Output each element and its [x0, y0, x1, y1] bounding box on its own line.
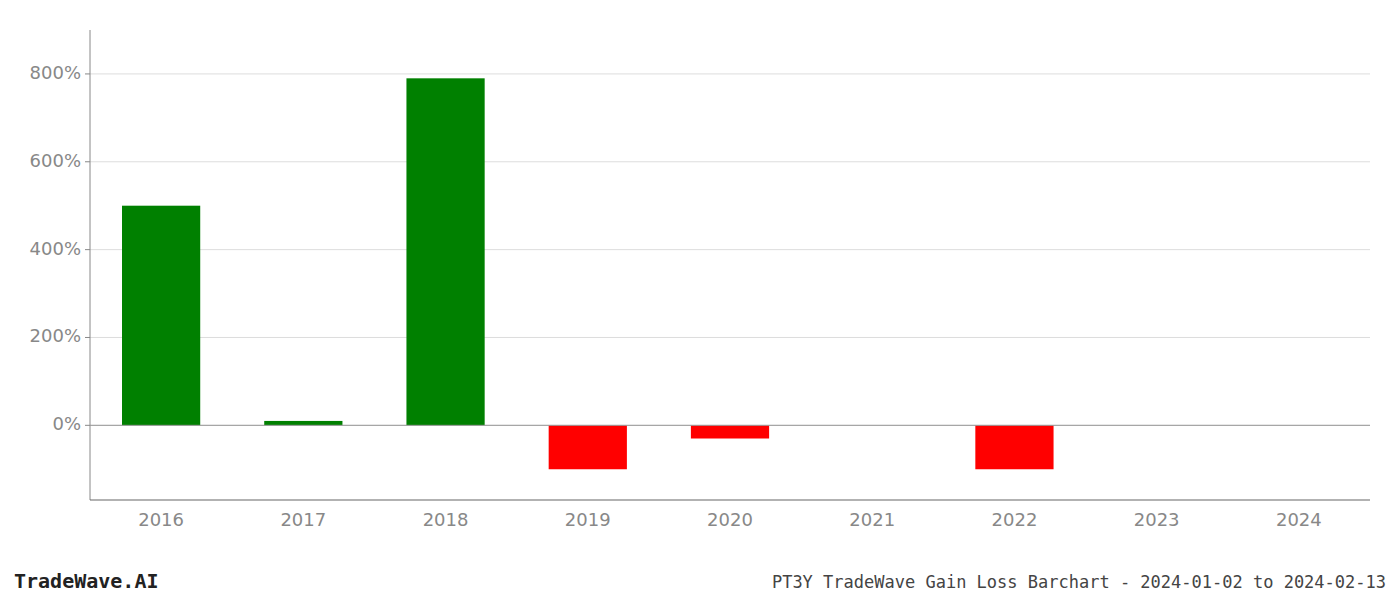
x-tick-label: 2023: [1134, 509, 1180, 530]
y-tick: [85, 425, 90, 426]
bar: [975, 425, 1053, 469]
x-tick-label: 2019: [565, 509, 611, 530]
footer-left: TradeWave.AI: [14, 569, 159, 593]
y-tick-label: 400%: [30, 238, 81, 259]
y-tick-label: 600%: [30, 150, 81, 171]
chart: 0%200%400%600%800%2016201720182019202020…: [0, 0, 1400, 600]
x-tick-label: 2016: [138, 509, 184, 530]
y-tick-label: 200%: [30, 325, 81, 346]
zero-line: [90, 425, 1370, 426]
y-tick-label: 800%: [30, 62, 81, 83]
y-axis-line: [90, 30, 91, 500]
bar: [549, 425, 627, 469]
footer-right: PT3Y TradeWave Gain Loss Barchart - 2024…: [772, 572, 1386, 592]
x-tick-label: 2021: [849, 509, 895, 530]
grid-line: [90, 73, 1370, 74]
x-tick-label: 2022: [992, 509, 1038, 530]
x-tick-label: 2017: [280, 509, 326, 530]
y-axis: 0% 200% 400% 600% 800%: [30, 30, 90, 500]
x-axis: 2016 2017 2018 2019 2020 2021 2022 2023 2024: [138, 509, 1322, 530]
x-tick-label: 2024: [1276, 509, 1322, 530]
y-tick-label: 0%: [52, 413, 81, 434]
grid-line: [90, 249, 1370, 250]
bars: [122, 78, 1054, 469]
y-tick: [85, 337, 90, 338]
x-tick-label: 2018: [423, 509, 469, 530]
bar: [406, 78, 484, 425]
x-tick-label: 2020: [707, 509, 753, 530]
bar: [122, 206, 200, 426]
y-tick: [85, 161, 90, 162]
grid-line: [90, 161, 1370, 162]
grid-line: [90, 425, 1370, 426]
grid: [90, 74, 1370, 425]
y-tick: [85, 73, 90, 74]
x-axis-line: [90, 499, 1370, 500]
bar: [264, 421, 342, 425]
y-tick: [85, 249, 90, 250]
bar: [691, 425, 769, 438]
grid-line: [90, 337, 1370, 338]
